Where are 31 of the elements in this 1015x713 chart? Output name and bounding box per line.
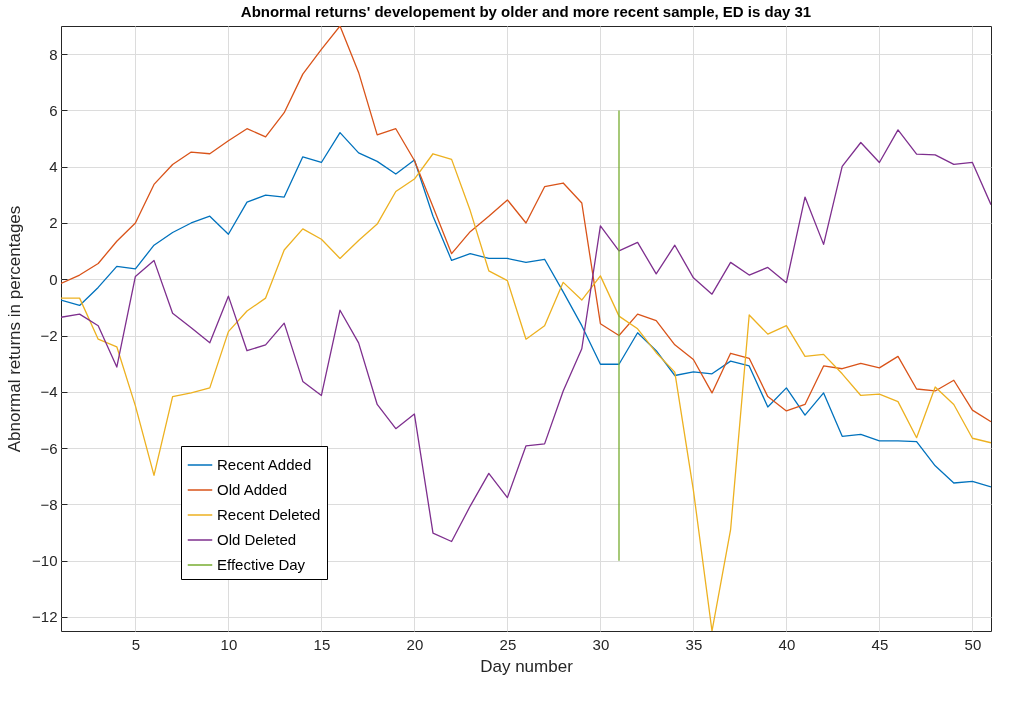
y-tick-label: 2 (49, 214, 58, 232)
x-tick-label: 25 (499, 635, 517, 653)
y-tick-label: −4 (40, 383, 58, 401)
y-tick-label: 0 (49, 270, 58, 288)
x-tick-label: 10 (220, 635, 238, 653)
x-tick-label: 20 (406, 635, 424, 653)
x-tick-label: 40 (778, 635, 796, 653)
x-tick-label: 5 (131, 635, 141, 653)
legend-label: Recent Added (217, 456, 312, 473)
x-tick-label: 35 (685, 635, 703, 653)
y-tick-label: 4 (49, 158, 58, 176)
x-tick-label: 50 (964, 635, 982, 653)
y-tick-label: −12 (32, 608, 58, 626)
y-tick-label: −2 (40, 327, 58, 345)
chart-title: Abnormal returns' developement by older and more recent sample, ED is day 31 (240, 3, 812, 20)
y-tick-label: 6 (49, 101, 58, 119)
legend-label: Old Added (217, 481, 288, 498)
y-tick-label: −8 (40, 495, 58, 513)
x-axis-title: Day number (480, 656, 574, 676)
legend-label: Effective Day (217, 556, 306, 573)
x-tick-label: 30 (592, 635, 610, 653)
line-series (61, 153, 991, 631)
y-axis-title: Abnormal returns in percentages (5, 205, 25, 453)
x-tick-label: 45 (871, 635, 889, 653)
legend-label: Old Deleted (217, 531, 297, 548)
y-tick-label: 8 (49, 45, 58, 63)
line-series (61, 26, 991, 423)
x-tick-label: 15 (313, 635, 331, 653)
legend-label: Recent Deleted (217, 506, 321, 523)
y-tick-label: −10 (32, 552, 58, 570)
y-tick-label: −6 (40, 439, 58, 457)
